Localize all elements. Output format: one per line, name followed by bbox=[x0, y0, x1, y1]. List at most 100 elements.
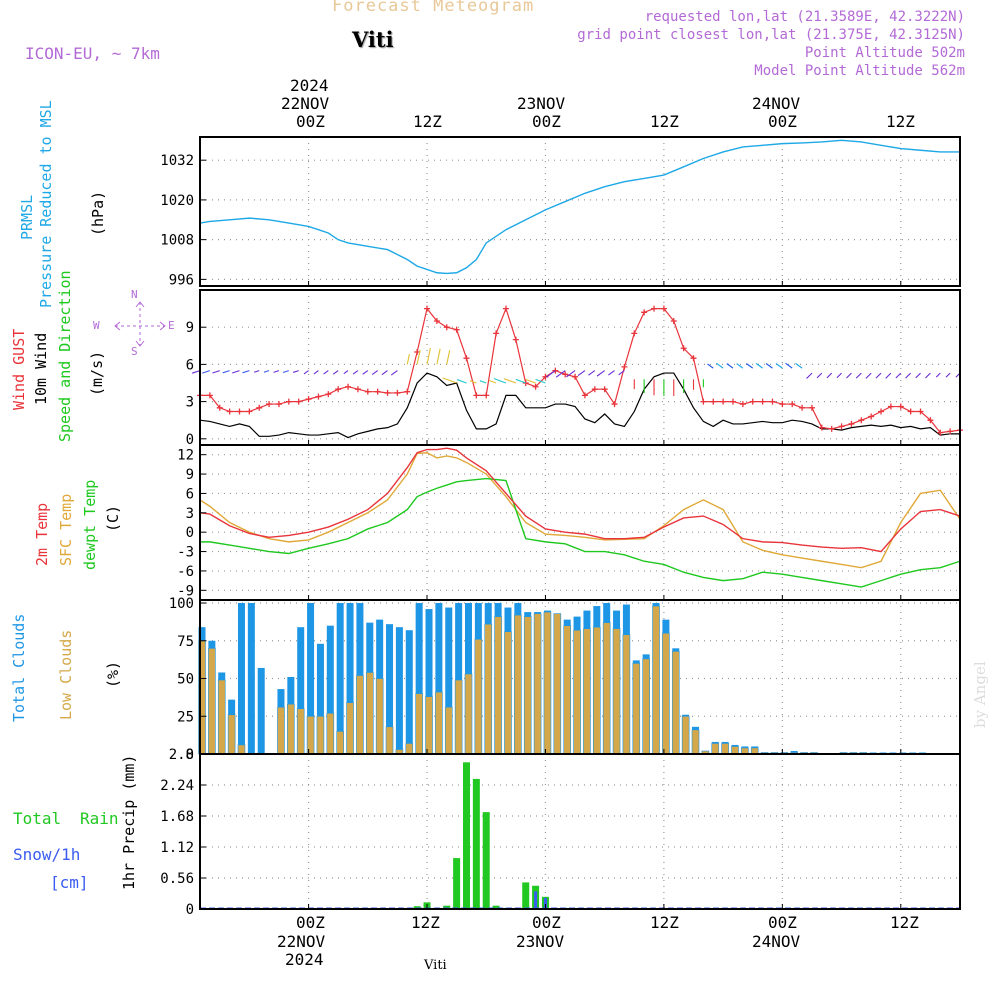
total-clouds-bar bbox=[247, 603, 255, 754]
panel-frame bbox=[199, 753, 961, 910]
rain-bar bbox=[492, 905, 500, 909]
wind-direction-arrow bbox=[323, 370, 329, 375]
wind-direction-arrow bbox=[313, 370, 319, 375]
wind-direction-arrow bbox=[736, 363, 744, 369]
compass-east: E bbox=[168, 319, 175, 332]
y-tick-label: 0 bbox=[186, 525, 194, 541]
gust-marker bbox=[305, 396, 312, 403]
gust-marker bbox=[897, 403, 904, 410]
low-clouds-bar bbox=[523, 616, 532, 755]
gust-marker bbox=[414, 349, 421, 355]
footer-place: Viti bbox=[424, 958, 447, 973]
y-tick-label: 2.8 bbox=[169, 747, 194, 763]
y-tick-label: -9 bbox=[177, 583, 194, 599]
gust-marker bbox=[651, 305, 658, 312]
gust-marker bbox=[552, 367, 559, 374]
gust-marker bbox=[710, 398, 717, 405]
gust-marker bbox=[848, 420, 855, 427]
gust-marker bbox=[483, 392, 490, 399]
low-clouds-bar bbox=[444, 706, 453, 755]
wind-direction-arrow bbox=[515, 378, 526, 384]
wind-direction-arrow bbox=[436, 348, 441, 365]
pressure-unit-label: (hPa) bbox=[89, 190, 107, 236]
gust-marker bbox=[779, 401, 786, 408]
place-name: Viti bbox=[352, 27, 394, 52]
bottom-tick-label: 00Z bbox=[296, 913, 325, 932]
bottom-day-label: 23NOV bbox=[516, 932, 565, 951]
wind-direction-arrow bbox=[479, 380, 487, 384]
total-clouds-bar bbox=[455, 603, 463, 754]
bottom-tick-label: 00Z bbox=[532, 913, 561, 932]
gust-marker bbox=[927, 417, 934, 424]
pressure-series-line bbox=[199, 139, 960, 275]
wind-direction-arrow bbox=[212, 370, 220, 374]
wind-series-line bbox=[199, 372, 960, 439]
low-clouds-bar bbox=[602, 622, 611, 755]
wind-direction-arrow bbox=[816, 372, 823, 379]
wind-direction-arrow bbox=[875, 372, 882, 379]
gust-marker bbox=[216, 404, 223, 411]
gust-marker bbox=[789, 401, 796, 408]
wind-direction-arrow bbox=[381, 370, 388, 376]
rain-bar bbox=[453, 858, 461, 909]
low-clouds-bar bbox=[405, 743, 414, 755]
bottom-tick-label: 12Z bbox=[411, 913, 440, 932]
low-clouds-bar bbox=[731, 746, 739, 755]
bottom-tick-label: 12Z bbox=[650, 913, 679, 932]
low-clouds-bar bbox=[642, 658, 650, 755]
wind-direction-arrow bbox=[456, 379, 467, 384]
rain-label: Rain bbox=[80, 809, 119, 828]
snow-label: Snow/1h bbox=[13, 845, 81, 864]
top-tick-label: 12Z bbox=[886, 112, 915, 131]
gridpoint-coords: grid point closest lon,lat (21.375E, 42.… bbox=[577, 27, 965, 43]
low-clouds-bar bbox=[504, 631, 512, 755]
wind-direction-arrow bbox=[765, 363, 773, 369]
wind-direction-arrow bbox=[846, 372, 852, 379]
panel-frame bbox=[199, 136, 961, 287]
wind-direction-arrow bbox=[222, 370, 230, 374]
gust-marker bbox=[236, 408, 243, 415]
wind-direction-arrow bbox=[746, 363, 754, 369]
low-clouds-bar bbox=[415, 693, 423, 755]
gust-marker bbox=[493, 330, 500, 337]
gust-marker bbox=[433, 318, 440, 324]
wind-direction-arrow bbox=[303, 370, 309, 375]
wind-direction-arrow bbox=[406, 354, 410, 365]
wind-direction-label: Speed and Direction bbox=[56, 270, 74, 442]
gust-marker bbox=[631, 330, 638, 337]
gust-marker bbox=[739, 401, 746, 408]
total-rain-label: Total bbox=[13, 809, 62, 828]
wind-direction-arrow bbox=[915, 372, 921, 379]
panel-frame bbox=[199, 444, 961, 601]
wind-direction-arrow bbox=[352, 370, 359, 375]
wind-direction-arrow bbox=[577, 370, 586, 377]
gust-marker bbox=[256, 404, 263, 411]
y-tick-label: 996 bbox=[169, 272, 194, 288]
gust-marker bbox=[611, 401, 618, 408]
gust-marker bbox=[887, 403, 894, 410]
total-clouds-label: Total Clouds bbox=[10, 613, 28, 722]
wind-direction-arrow bbox=[488, 379, 497, 384]
y-tick-label: 1020 bbox=[160, 193, 194, 209]
wind-direction-arrow bbox=[442, 377, 457, 384]
total-clouds-bar bbox=[445, 607, 453, 754]
gust-marker bbox=[502, 305, 509, 312]
low-clouds-bar bbox=[425, 696, 433, 755]
gust-marker bbox=[206, 392, 213, 399]
low-clouds-bar bbox=[681, 715, 690, 755]
gust-marker bbox=[562, 371, 569, 378]
panel-frame bbox=[199, 289, 961, 446]
temp2m-label: 2m Temp bbox=[33, 502, 51, 566]
gust-marker bbox=[818, 424, 825, 431]
wind-direction-arrow bbox=[596, 370, 605, 377]
gust-marker bbox=[937, 429, 944, 436]
gust-marker bbox=[828, 425, 835, 432]
wind-direction-arrow bbox=[493, 378, 507, 384]
pressure-desc-label: Pressure Reduced to MSL bbox=[37, 100, 55, 308]
y-tick-label: 6 bbox=[186, 357, 194, 373]
top-tick-label: 00Z bbox=[532, 112, 561, 131]
bottom-day-label: 24NOV bbox=[752, 932, 801, 951]
bottom-tick-label: 12Z bbox=[890, 913, 919, 932]
wind-direction-arrow bbox=[202, 370, 211, 374]
